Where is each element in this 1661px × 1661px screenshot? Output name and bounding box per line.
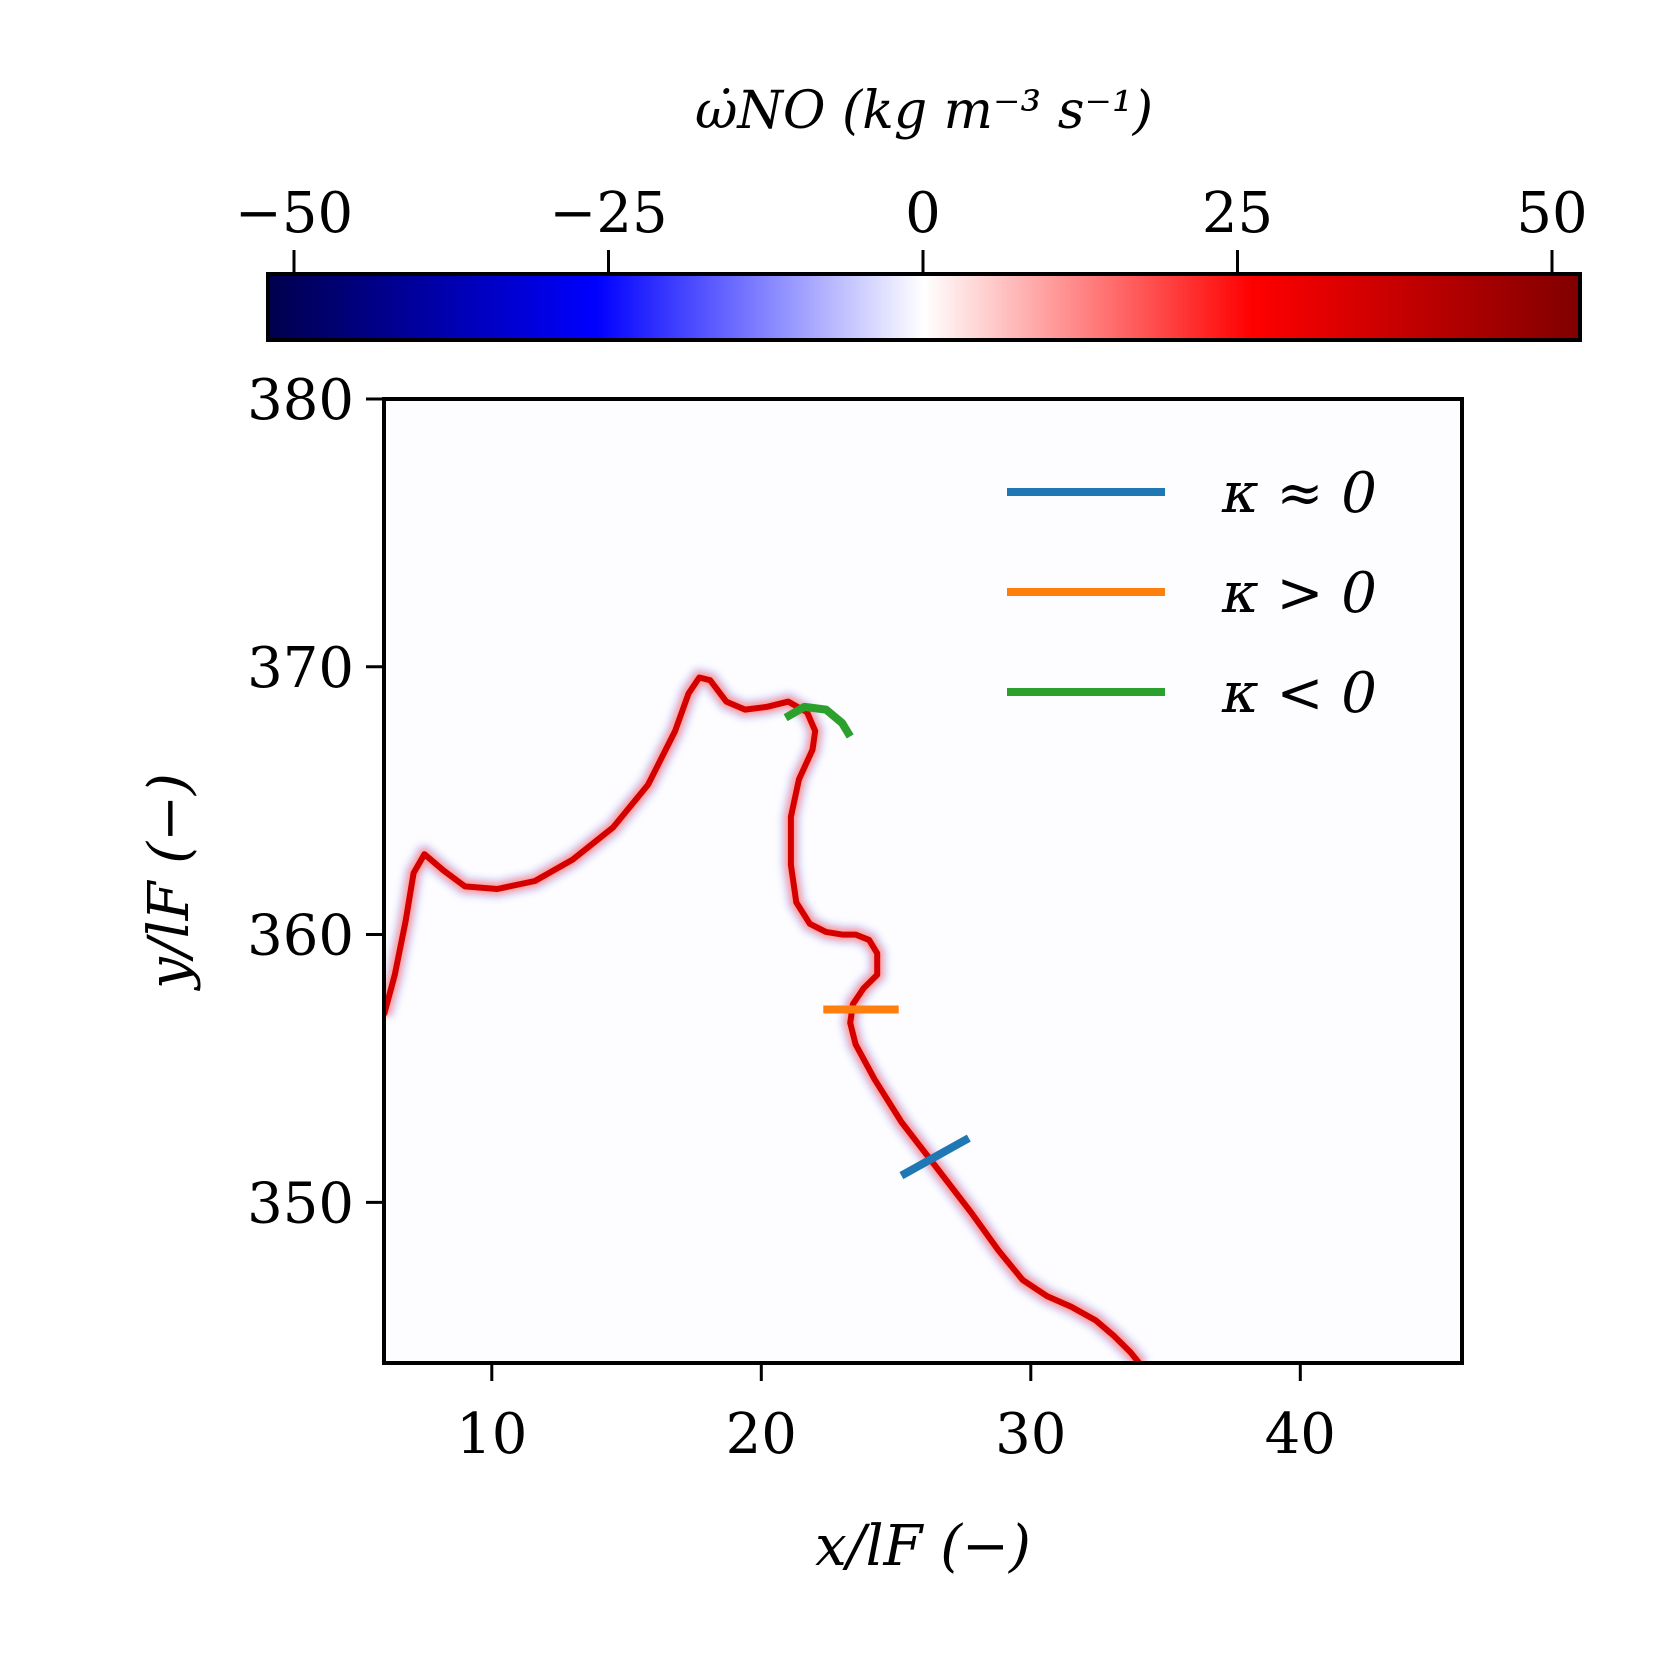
curvature-markers xyxy=(783,702,971,1180)
x-axis-ticks: 10 20 30 40 xyxy=(456,1363,1336,1467)
legend: κ ≈ 0 κ > 0 κ < 0 xyxy=(1007,461,1377,726)
series-line-0 xyxy=(899,1134,971,1180)
flame-front-core xyxy=(384,674,1143,1363)
legend-label: κ < 0 xyxy=(1221,661,1377,726)
y-axis-label: y/lF (−) xyxy=(137,773,202,992)
y-tick-label: 380 xyxy=(247,368,354,433)
plot-frame xyxy=(382,397,1464,1365)
colorbar: ω̇NO (kg m⁻³ s⁻¹) −50 −25 0 25 50 xyxy=(235,81,1588,342)
x-tick-label: 20 xyxy=(726,1402,797,1467)
colorbar-tick-label: 25 xyxy=(1202,181,1273,246)
legend-label: κ ≈ 0 xyxy=(1221,461,1377,526)
legend-label: κ > 0 xyxy=(1221,561,1377,626)
colorbar-label: ω̇NO (kg m⁻³ s⁻¹) xyxy=(695,81,1153,141)
x-axis-label: x/lF (−) xyxy=(815,1514,1031,1579)
colorbar-tick-label: 50 xyxy=(1516,181,1587,246)
plot-area: 10 20 30 40 350 360 370 380 x/lF (−) y/lF (−) xyxy=(137,368,1464,1579)
series-line-2 xyxy=(783,702,854,739)
y-tick-label: 370 xyxy=(247,636,354,701)
colorbar-tick-label: −25 xyxy=(549,181,667,246)
plot-background xyxy=(384,399,1462,1363)
colorbar-tick-label: −50 xyxy=(235,181,353,246)
x-tick-label: 10 xyxy=(456,1402,527,1467)
colorbar-tick-label: 0 xyxy=(905,181,941,246)
colorbar-ticks: −50 −25 0 25 50 xyxy=(235,181,1588,274)
y-tick-label: 360 xyxy=(247,904,354,969)
y-axis-ticks: 350 360 370 380 xyxy=(247,368,384,1236)
colorbar-gradient xyxy=(266,272,1582,342)
x-tick-label: 30 xyxy=(995,1402,1066,1467)
x-tick-label: 40 xyxy=(1265,1402,1336,1467)
y-tick-label: 350 xyxy=(247,1171,354,1236)
